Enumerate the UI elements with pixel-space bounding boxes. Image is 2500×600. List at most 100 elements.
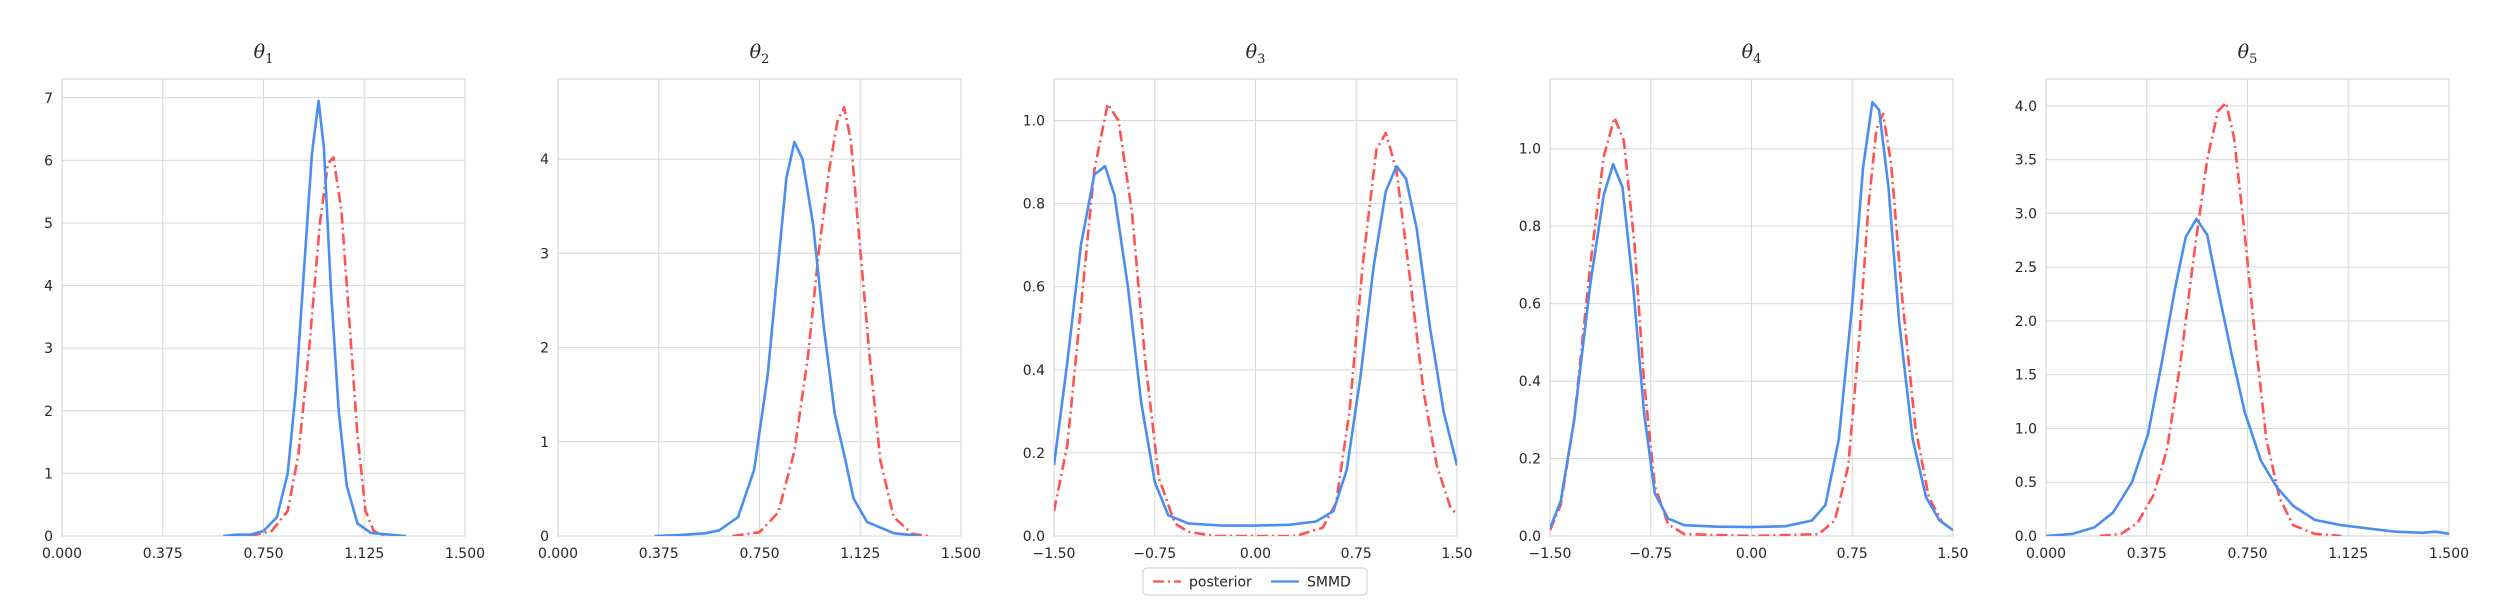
subplot-5: θ5 0.000 0.375 0.750 1.125 1.500 0.0 0.5 1.0 1.5 2… [2015, 41, 2469, 562]
title-subscript: 4 [1753, 52, 1761, 67]
x-tick-label: 1.50 [1441, 546, 1472, 562]
y-tick-label: 4 [540, 152, 549, 168]
title-subscript: 5 [2249, 52, 2257, 67]
y-tick-label: 5 [44, 216, 53, 232]
x-tick-label: 1.125 [2328, 546, 2368, 562]
subplot-title: θ1 [254, 41, 274, 67]
legend: posterior SMMD [1142, 567, 1368, 596]
y-tick-label: 0.6 [1023, 280, 1045, 296]
y-tick-label: 0.2 [1519, 452, 1541, 468]
axes-frame [1549, 78, 1954, 537]
y-tick-label: 4 [44, 279, 53, 295]
series-line-posterior [732, 106, 929, 536]
x-tick-label: 0.75 [1837, 546, 1868, 562]
x-tick-label: −0.75 [1629, 546, 1672, 562]
x-tick-label: 1.500 [941, 546, 981, 562]
x-tick-label: 0.000 [42, 546, 82, 562]
title-symbol: θ [254, 41, 266, 63]
y-tick-label: 0.0 [2015, 529, 2037, 545]
y-tick-label: 0.8 [1023, 197, 1045, 213]
y-tick-label: 3.5 [2015, 153, 2037, 169]
subplot-title: θ2 [750, 41, 770, 67]
y-tick-label: 0.8 [1519, 219, 1541, 235]
series-line-posterior [1054, 102, 1457, 536]
y-tick-label: 3 [44, 341, 53, 357]
y-tick-label: 0 [44, 529, 53, 545]
x-tick-label: −1.50 [1033, 546, 1076, 562]
y-tick-label: 0.6 [1519, 297, 1541, 313]
y-tick-label: 7 [44, 91, 53, 107]
series-line-smmd [1550, 100, 1953, 532]
series-line-smmd [654, 140, 921, 536]
title-symbol: θ [1742, 41, 1754, 63]
y-tick-label: 6 [44, 153, 53, 169]
x-tick-label: −1.50 [1529, 546, 1572, 562]
x-tick-label: 0.75 [1341, 546, 1372, 562]
title-symbol: θ [1246, 41, 1258, 63]
y-tick-label: 1.0 [1023, 114, 1045, 130]
subplot-panels: θ10.000 0.375 0.750 1.125 1.50001234567θ20.0… [42, 41, 2469, 562]
series-line-smmd [223, 99, 406, 536]
x-tick-label: 0.750 [2227, 546, 2267, 562]
legend-label-posterior: posterior [1189, 575, 1252, 591]
series-line-posterior [1550, 112, 1953, 536]
title-symbol: θ [750, 41, 762, 63]
legend-frame [1142, 567, 1368, 596]
y-tick-label: 3.0 [2015, 206, 2037, 222]
series-line-smmd [2046, 217, 2449, 536]
y-tick-label: 2 [44, 404, 53, 420]
y-tick-label: 0.2 [1023, 446, 1045, 462]
y-tick-label: 2.5 [2015, 260, 2037, 276]
axes-frame [1053, 78, 1458, 537]
x-tick-label: 1.125 [840, 546, 880, 562]
x-tick-label: 0.00 [1240, 546, 1271, 562]
subplot-3: θ3 −1.50 −0.75 0.00 0.75 1.50 0.0 0.2 0.4 0.6 0.8 1… [1023, 41, 1473, 562]
y-tick-label: 0.5 [2015, 475, 2037, 491]
y-tick-label: 4.0 [2015, 99, 2037, 115]
axes-frame [2045, 78, 2450, 537]
y-tick-label: 1.0 [1519, 142, 1541, 158]
x-tick-label: 1.500 [445, 546, 485, 562]
x-tick-label: 0.750 [243, 546, 283, 562]
y-tick-label: 0.4 [1023, 363, 1045, 379]
x-tick-label: 0.000 [538, 546, 578, 562]
x-tick-label: 1.50 [1937, 546, 1968, 562]
axes-frame [557, 78, 962, 537]
y-tick-label: 2 [540, 341, 549, 357]
x-tick-label: 0.750 [739, 546, 779, 562]
y-tick-label: 1.0 [2015, 421, 2037, 437]
x-tick-label: 1.125 [344, 546, 384, 562]
y-tick-label: 0.0 [1023, 529, 1045, 545]
y-tick-label: 1 [44, 466, 53, 482]
x-tick-label: 0.375 [639, 546, 679, 562]
y-tick-label: 0 [540, 529, 549, 545]
series-line-posterior [249, 156, 385, 536]
legend-label-smmd: SMMD [1307, 575, 1351, 591]
subplot-title: θ5 [2238, 41, 2258, 67]
subplot-title: θ3 [1246, 41, 1266, 67]
x-tick-label: 0.00 [1736, 546, 1767, 562]
series-line-posterior [2099, 101, 2342, 536]
x-tick-label: −0.75 [1133, 546, 1176, 562]
axes-frame [61, 78, 466, 537]
title-subscript: 1 [265, 52, 273, 67]
series-line-smmd [1054, 164, 1457, 527]
title-subscript: 3 [1257, 52, 1265, 67]
y-tick-label: 3 [540, 246, 549, 262]
y-tick-label: 0.0 [1519, 529, 1541, 545]
subplot-4: θ4 −1.50 −0.75 0.00 0.75 1.50 0.0 0.2 0.4 0.6 0.8 1… [1519, 41, 1969, 562]
y-tick-label: 1 [540, 435, 549, 451]
x-tick-label: 0.375 [143, 546, 183, 562]
y-tick-label: 1.5 [2015, 368, 2037, 384]
x-tick-label: 0.000 [2026, 546, 2066, 562]
y-tick-label: 0.4 [1519, 374, 1541, 390]
x-tick-label: 0.375 [2127, 546, 2167, 562]
subplot-title: θ4 [1742, 41, 1762, 67]
y-tick-label: 2.0 [2015, 314, 2037, 330]
title-symbol: θ [2238, 41, 2250, 63]
x-tick-label: 1.500 [2429, 546, 2469, 562]
title-subscript: 2 [761, 52, 769, 67]
